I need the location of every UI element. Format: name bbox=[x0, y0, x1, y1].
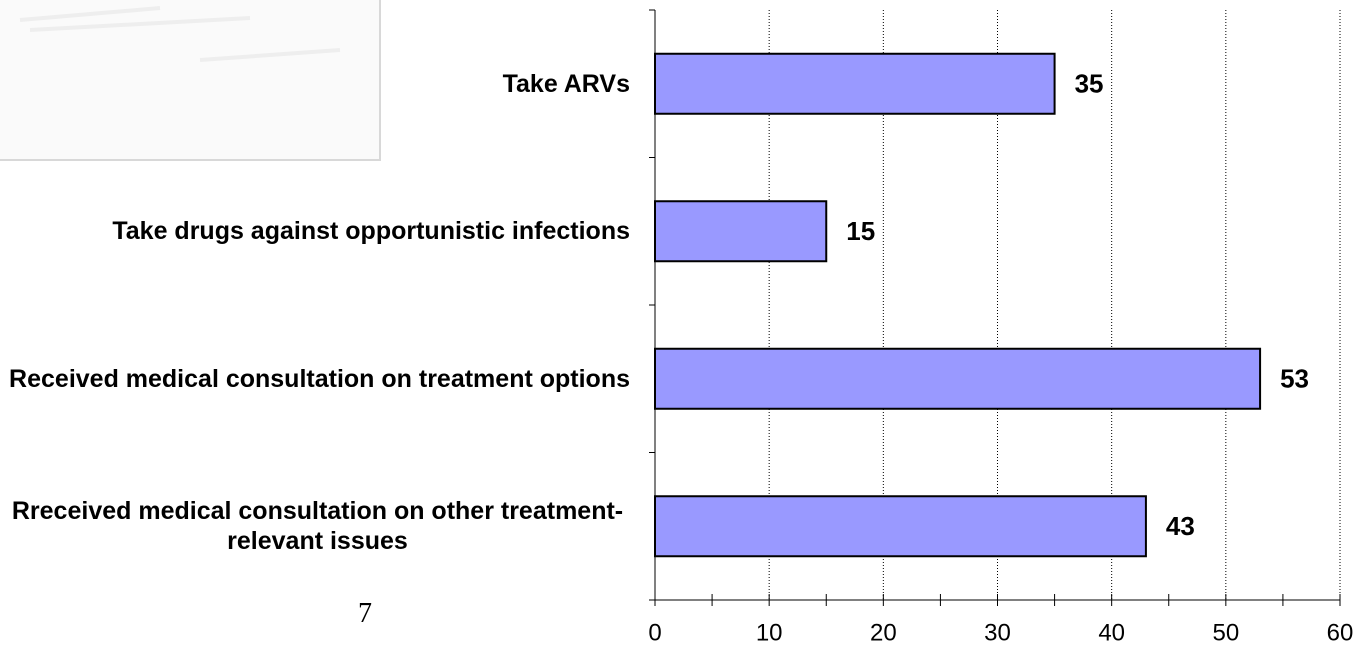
x-tick-label: 40 bbox=[1098, 619, 1125, 646]
x-tick-label: 30 bbox=[984, 619, 1011, 646]
value-label: 43 bbox=[1166, 511, 1195, 541]
category-label: Take ARVs bbox=[502, 69, 630, 98]
category-label: Rreceived medical consultation on other … bbox=[11, 497, 624, 556]
bar bbox=[654, 52, 1056, 115]
faded-picture bbox=[0, 0, 381, 161]
x-tick-label: 60 bbox=[1327, 619, 1354, 646]
bar bbox=[654, 495, 1147, 558]
value-label: 53 bbox=[1280, 364, 1309, 394]
x-tick-label: 20 bbox=[870, 619, 897, 646]
bar bbox=[654, 200, 828, 263]
category-label: Received medical consultation on treatme… bbox=[9, 364, 630, 393]
x-tick-label: 0 bbox=[648, 619, 661, 646]
x-tick-label: 10 bbox=[756, 619, 783, 646]
bar bbox=[654, 347, 1262, 410]
value-label: 15 bbox=[846, 216, 875, 246]
x-tick-label: 50 bbox=[1212, 619, 1239, 646]
value-label: 35 bbox=[1075, 69, 1104, 99]
category-label: Take drugs against opportunistic infecti… bbox=[112, 217, 630, 246]
slide-number: 7 bbox=[358, 598, 372, 629]
